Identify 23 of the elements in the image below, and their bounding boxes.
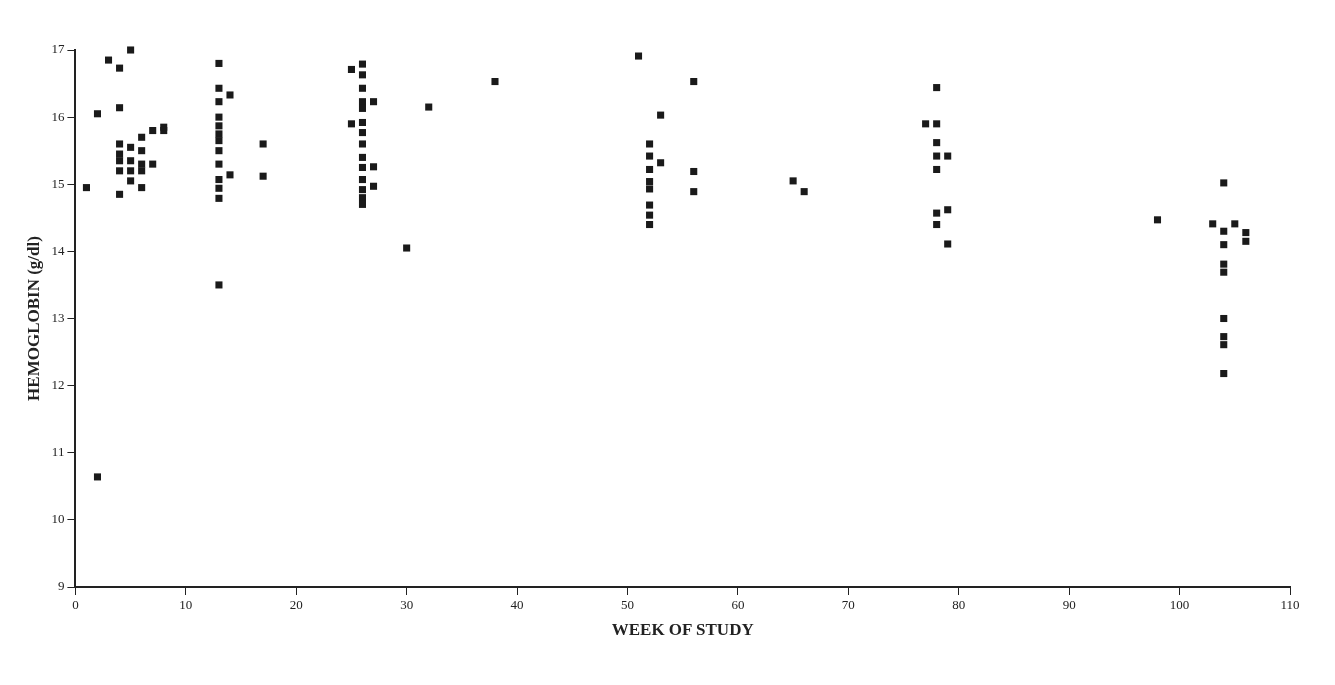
y-axis-title: HEMOGLOBIN (g/dl) [23, 236, 43, 401]
x-tick-label: 60 [731, 597, 745, 613]
x-tick-label: 40 [510, 597, 524, 613]
x-tick-label: 90 [1062, 597, 1076, 613]
x-tick-label: 20 [289, 597, 303, 613]
y-tick-label: 16 [51, 108, 65, 124]
x-tick-label: 100 [1169, 597, 1190, 613]
y-tick-label: 13 [51, 309, 65, 325]
x-tick-label: 50 [620, 597, 634, 613]
y-tick-label: 11 [51, 444, 65, 460]
y-tick-label: 12 [51, 377, 65, 393]
x-tick-label: 10 [179, 597, 193, 613]
y-tick-label: 14 [51, 242, 65, 258]
y-tick-label: 17 [51, 41, 65, 57]
x-tick-label: 0 [72, 597, 79, 613]
y-tick-label: 15 [51, 175, 65, 191]
y-tick-label: 10 [51, 511, 65, 527]
y-tick-label: 9 [57, 578, 65, 594]
x-axis-title: WEEK OF STUDY [611, 620, 754, 640]
x-tick-label: 70 [841, 597, 855, 613]
x-tick-label: 80 [952, 597, 966, 613]
x-tick-label: 110 [1280, 597, 1300, 613]
x-tick-label: 30 [400, 597, 414, 613]
